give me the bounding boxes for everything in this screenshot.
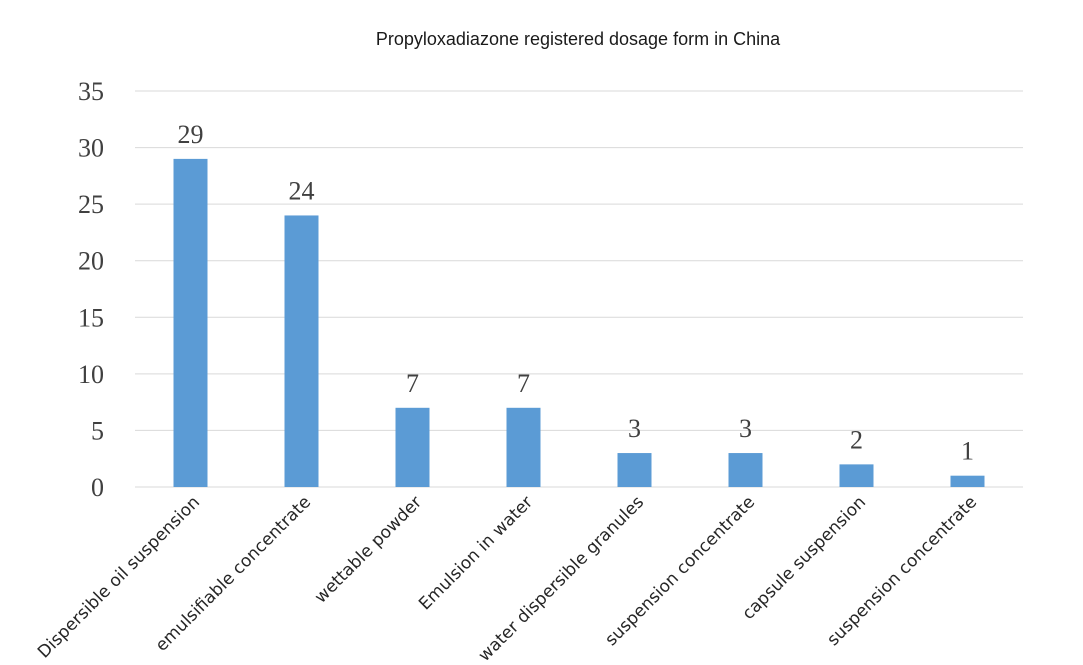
data-label: 7: [517, 369, 530, 398]
bar: [395, 407, 430, 487]
bar: [950, 475, 985, 487]
bar: [173, 158, 208, 487]
data-label: 24: [289, 176, 315, 205]
data-label: 1: [961, 437, 974, 466]
chart-title: Propyloxadiazone registered dosage form …: [376, 29, 781, 49]
y-tick-label: 15: [78, 303, 104, 332]
gridlines: [135, 90, 1023, 488]
data-label: 2: [850, 425, 863, 454]
data-labels: 29 24 7 7 3 3 2 1: [178, 120, 975, 466]
data-label: 7: [406, 369, 419, 398]
x-tick-label: Emulsion in water: [415, 492, 537, 614]
bars: [173, 158, 985, 487]
data-label: 3: [628, 414, 641, 443]
data-label: 3: [739, 414, 752, 443]
bar: [284, 215, 319, 487]
y-tick-label: 35: [78, 77, 104, 106]
y-tick-label: 0: [91, 473, 104, 502]
bar: [839, 464, 874, 487]
y-tick-label: 10: [78, 360, 104, 389]
data-label: 29: [178, 120, 204, 149]
x-tick-label: wettable powder: [311, 492, 426, 607]
bar: [617, 453, 652, 487]
x-tick-label: capsule suspension: [738, 492, 870, 624]
y-axis-tick-labels: 0 5 10 15 20 25 30 35: [78, 77, 104, 502]
y-tick-label: 25: [78, 190, 104, 219]
y-tick-label: 20: [78, 247, 104, 276]
bar: [506, 407, 541, 487]
bar: [728, 453, 763, 487]
y-tick-label: 30: [78, 134, 104, 163]
y-tick-label: 5: [91, 416, 104, 445]
